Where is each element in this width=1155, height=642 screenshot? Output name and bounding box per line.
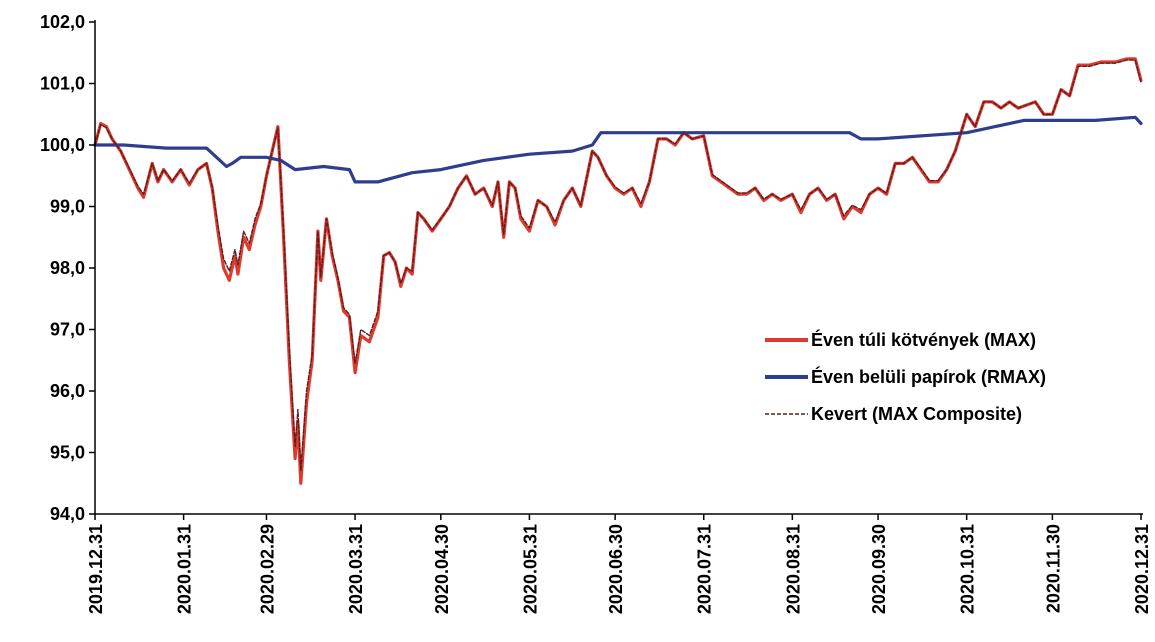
x-tick-label: 2020.02.29: [257, 524, 277, 614]
y-tick-label: 94,0: [50, 504, 85, 524]
y-tick-label: 98,0: [50, 258, 85, 278]
x-tick-label: 2020.09.30: [869, 524, 889, 614]
y-tick-label: 99,0: [50, 197, 85, 217]
x-tick-label: 2020.03.31: [346, 524, 366, 614]
y-tick-label: 101,0: [40, 74, 85, 94]
x-tick-label: 2019.12.31: [86, 524, 106, 614]
x-tick-label: 2020.05.31: [520, 524, 540, 614]
x-tick-label: 2020.08.31: [783, 524, 803, 614]
series-composite-line: [94, 59, 1142, 472]
y-tick-label: 97,0: [50, 320, 85, 340]
series-rmax-line: [93, 115, 1143, 184]
y-tick-label: 95,0: [50, 443, 85, 463]
legend-label-series-max: Éven túli kötvények (MAX): [811, 329, 1036, 350]
x-tick-label: 2020.11.30: [1043, 524, 1063, 613]
x-tick-label: 2020.04.30: [432, 524, 452, 614]
y-tick-label: 102,0: [40, 12, 85, 32]
series-layer: [93, 57, 1143, 485]
x-tick-label: 2020.07.31: [695, 524, 715, 614]
x-tick-label: 2020.12.31: [1132, 524, 1152, 614]
legend-label-series-composite: Kevert (MAX Composite): [811, 404, 1022, 424]
y-tick-label: 96,0: [50, 381, 85, 401]
legend-label-series-rmax: Éven belüli papírok (RMAX): [811, 366, 1046, 387]
x-tick-label: 2020.10.31: [958, 524, 978, 614]
x-tick-label: 2020.06.30: [606, 524, 626, 614]
x-tick-label: 2020.01.31: [175, 524, 195, 614]
legend: Éven túli kötvények (MAX) Éven belüli pap…: [765, 329, 1046, 424]
axes-layer: 94,0 95,0 96,0 97,0 98,0 99,0 100,0 101,0 102,0 2…: [40, 12, 1152, 614]
y-tick-label: 100,0: [40, 135, 85, 155]
